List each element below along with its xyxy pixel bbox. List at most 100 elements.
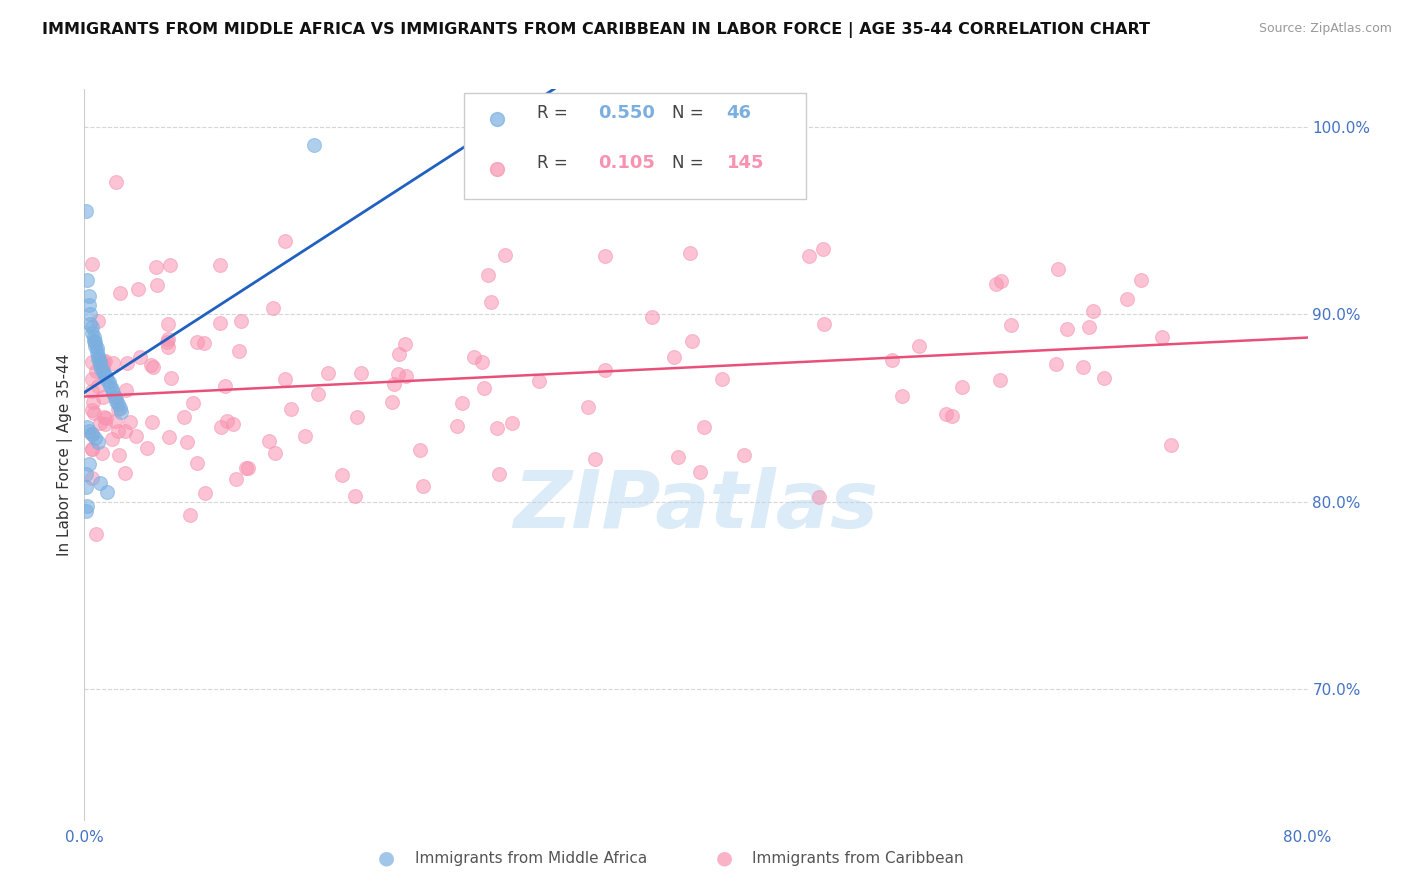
- Point: [797, 249, 820, 263]
- Point: [387, 368, 409, 382]
- Point: [208, 258, 231, 272]
- Text: ●: ●: [378, 848, 395, 868]
- Point: [160, 371, 183, 385]
- Point: [1150, 329, 1173, 343]
- Point: [93, 409, 115, 424]
- Point: [91, 363, 114, 377]
- Point: [75, 467, 97, 481]
- Point: [103, 356, 125, 370]
- Point: [93, 354, 115, 368]
- Point: [80, 471, 103, 485]
- Point: [77, 298, 100, 312]
- Point: [89, 354, 111, 368]
- Text: 0.105: 0.105: [598, 153, 655, 171]
- Point: [488, 467, 510, 481]
- Point: [91, 354, 114, 368]
- Point: [257, 434, 280, 448]
- Point: [110, 405, 132, 419]
- Point: [114, 424, 136, 438]
- Point: [880, 352, 903, 367]
- Point: [343, 490, 366, 504]
- Point: [80, 372, 103, 386]
- Point: [1056, 322, 1078, 336]
- Point: [666, 450, 689, 464]
- Point: [274, 234, 297, 248]
- Point: [477, 268, 499, 283]
- Point: [595, 249, 617, 263]
- Point: [294, 429, 316, 443]
- Point: [381, 394, 404, 409]
- Point: [110, 286, 132, 301]
- Point: [141, 415, 163, 429]
- Point: [501, 416, 523, 430]
- Point: [193, 335, 215, 350]
- Point: [194, 486, 217, 500]
- Point: [225, 471, 247, 485]
- Point: [84, 339, 107, 353]
- Point: [80, 402, 103, 417]
- Point: [108, 401, 131, 415]
- Point: [485, 420, 508, 434]
- Text: N =: N =: [672, 104, 709, 122]
- Point: [96, 485, 118, 500]
- Point: [222, 417, 245, 431]
- Point: [186, 335, 208, 350]
- Point: [90, 361, 112, 376]
- Point: [173, 409, 195, 424]
- Text: ●: ●: [716, 848, 733, 868]
- Point: [101, 433, 124, 447]
- Point: [388, 347, 411, 361]
- Point: [86, 344, 108, 359]
- Point: [77, 424, 100, 438]
- Point: [107, 401, 129, 416]
- Point: [76, 419, 98, 434]
- Point: [813, 317, 835, 331]
- Point: [576, 401, 599, 415]
- Point: [87, 314, 110, 328]
- Point: [96, 411, 118, 425]
- Point: [80, 256, 103, 270]
- Text: 145: 145: [727, 153, 763, 171]
- Point: [302, 138, 325, 153]
- Point: [1047, 261, 1070, 276]
- Point: [471, 355, 494, 369]
- Point: [710, 372, 733, 386]
- Text: Immigrants from Middle Africa: Immigrants from Middle Africa: [415, 851, 647, 865]
- Point: [104, 390, 127, 404]
- Point: [101, 382, 124, 396]
- Point: [84, 335, 107, 350]
- Point: [94, 369, 117, 384]
- Point: [274, 371, 297, 385]
- Text: ZIPatlas: ZIPatlas: [513, 467, 879, 545]
- Point: [125, 429, 148, 443]
- Point: [118, 416, 141, 430]
- Point: [395, 369, 418, 384]
- Point: [80, 442, 103, 457]
- Point: [80, 320, 103, 334]
- Point: [114, 466, 136, 480]
- Point: [215, 414, 238, 428]
- Point: [146, 277, 169, 292]
- Point: [908, 339, 931, 353]
- Point: [82, 395, 104, 409]
- Point: [75, 504, 97, 518]
- Point: [593, 362, 616, 376]
- Y-axis label: In Labor Force | Age 35-44: In Labor Force | Age 35-44: [58, 354, 73, 556]
- Point: [127, 282, 149, 296]
- Point: [83, 334, 105, 348]
- Point: [176, 434, 198, 449]
- Point: [94, 417, 117, 432]
- Point: [129, 350, 152, 364]
- Point: [1130, 273, 1153, 287]
- Point: [86, 341, 108, 355]
- Point: [83, 330, 105, 344]
- Point: [318, 366, 340, 380]
- Point: [209, 316, 232, 330]
- Point: [235, 460, 257, 475]
- Point: [80, 427, 103, 442]
- Point: [394, 337, 416, 351]
- Point: [84, 526, 107, 541]
- Text: R =: R =: [537, 153, 574, 171]
- Text: IMMIGRANTS FROM MIDDLE AFRICA VS IMMIGRANTS FROM CARIBBEAN IN LABOR FORCE | AGE : IMMIGRANTS FROM MIDDLE AFRICA VS IMMIGRA…: [42, 22, 1150, 38]
- Point: [664, 350, 686, 364]
